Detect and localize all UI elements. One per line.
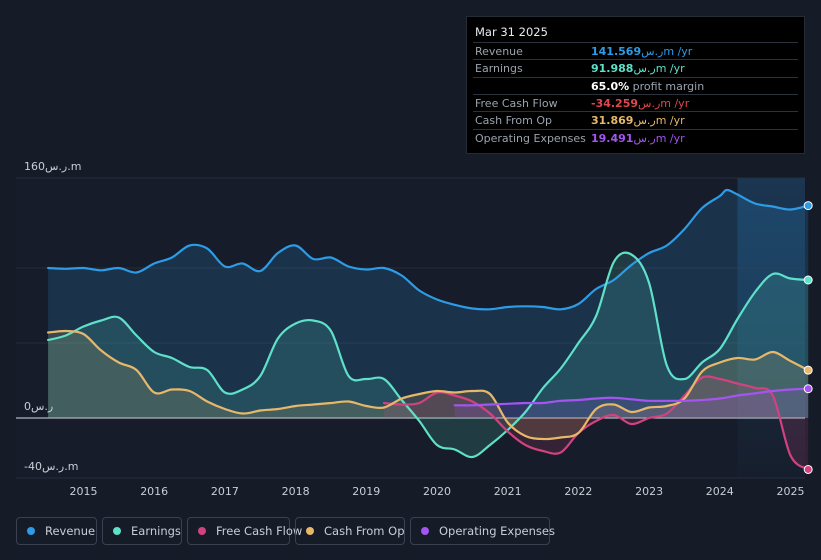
series-end-dots: [803, 201, 813, 474]
plot-background: [16, 178, 805, 478]
earnings-end-dot: [803, 275, 813, 285]
tooltip-row-value: 141.569ر.سm /yr: [591, 45, 692, 58]
x-tick-label: 2023: [635, 485, 663, 498]
tooltip-value-number: -34.259: [591, 96, 639, 110]
tooltip-value-suffix: profit margin: [629, 79, 705, 93]
series-lines: [47, 188, 810, 471]
x-tick-label: 2016: [140, 485, 168, 498]
x-tick-label: 2022: [564, 485, 592, 498]
x-tick-label: 2024: [706, 485, 734, 498]
y-axis-labels: 160ر.س.m 0ر.س -40ر.س.m: [24, 160, 81, 473]
operating-expenses-area: [454, 388, 809, 418]
legend-dot-icon: [27, 527, 35, 535]
tooltip-value-number: 141.569: [591, 45, 642, 58]
forecast-highlight: [737, 178, 805, 478]
tooltip-value-suffix: m /yr: [655, 62, 685, 76]
tooltip-value-currency: ر.س: [641, 45, 664, 58]
x-tick-label: 2019: [352, 485, 380, 498]
y-tick-label: -40ر.س.m: [24, 460, 78, 473]
legend-dot-icon: [113, 527, 121, 535]
tooltip-row: Revenue 141.569ر.سm /yr: [473, 42, 798, 60]
tooltip-value-number: 65.0%: [591, 79, 630, 93]
tooltip-value-number: 91.988: [591, 62, 634, 76]
operating-expenses-line: [453, 387, 810, 407]
legend-item-earnings[interactable]: Earnings: [102, 517, 182, 545]
legend-item-operating-expenses[interactable]: Operating Expenses: [410, 517, 555, 545]
legend-item-revenue[interactable]: Revenue: [16, 517, 97, 545]
tooltip-value-suffix: m /yr: [655, 114, 685, 128]
tooltip-value-currency: ر.س: [638, 96, 661, 110]
cash-from-op-end-dot: [803, 365, 813, 375]
revenue-line: [47, 188, 810, 311]
tooltip-value-number: 19.491: [591, 131, 634, 145]
tooltip-row-value: 91.988ر.سm /yr: [591, 62, 685, 75]
legend-label: Free Cash Flow: [216, 524, 303, 538]
tooltip-row: 65.0% profit margin: [473, 76, 798, 95]
tooltip-row-value: 31.869ر.سm /yr: [591, 114, 685, 127]
legend-dot-icon: [198, 527, 206, 535]
legend-label: Cash From Op: [324, 524, 405, 538]
cash-from-op-area: [48, 330, 809, 440]
tooltip-row-label: Earnings: [475, 62, 523, 76]
tooltip-row-value: 65.0% profit margin: [591, 80, 704, 93]
tooltip-row-label: Operating Expenses: [475, 131, 586, 145]
tooltip-row: Earnings 91.988ر.سm /yr: [473, 59, 798, 77]
legend-dot-icon: [421, 527, 429, 535]
tooltip-row-label: Revenue: [475, 45, 523, 58]
tooltip-value-currency: ر.س: [633, 62, 656, 76]
x-tick-label: 2021: [494, 485, 522, 498]
tooltip-row: Free Cash Flow -34.259ر.سm /yr: [473, 93, 798, 112]
legend-item-free-cash-flow[interactable]: Free Cash Flow: [187, 517, 302, 545]
legend-label: Revenue: [45, 524, 96, 538]
legend-label: Operating Expenses: [439, 524, 555, 538]
tooltip-value-suffix: m /yr: [663, 45, 693, 58]
tooltip-value-currency: ر.س: [633, 131, 656, 145]
x-tick-label: 2015: [70, 485, 98, 498]
x-tick-label: 2017: [211, 485, 239, 498]
tooltip-row-value: -34.259ر.سm /yr: [591, 97, 689, 110]
data-tooltip: Mar 31 2025 Revenue 141.569ر.سm /yr Earnin…: [466, 16, 805, 154]
legend-dot-icon: [306, 527, 314, 535]
free-cash-flow-line: [382, 375, 810, 471]
x-tick-label: 2020: [423, 485, 451, 498]
tooltip-date: Mar 31 2025: [475, 25, 548, 39]
revenue-area: [48, 189, 809, 418]
tooltip-row: Cash From Op 31.869ر.سm /yr: [473, 111, 798, 129]
y-tick-label: 160ر.س.m: [24, 160, 81, 173]
x-tick-label: 2018: [282, 485, 310, 498]
tooltip-value-number: 31.869: [591, 114, 634, 128]
tooltip-row-label: Free Cash Flow: [475, 96, 558, 110]
tooltip-value-suffix: m /yr: [660, 96, 690, 110]
earnings-line: [47, 251, 810, 459]
x-axis-labels: 2015 2016 2017 2018 2019 2020 2021 2022 2023 2024…: [70, 485, 805, 498]
tooltip-row: Operating Expenses 19.491ر.سm /yr: [473, 128, 798, 147]
y-tick-label: 0ر.س: [24, 400, 53, 413]
tooltip-row-value: 19.491ر.سm /yr: [591, 132, 685, 145]
tooltip-value-currency: ر.س: [633, 114, 656, 128]
legend-item-cash-from-op[interactable]: Cash From Op: [295, 517, 405, 545]
operating-expenses-end-dot: [803, 384, 813, 394]
legend-label: Earnings: [131, 524, 181, 538]
tooltip-value-suffix: m /yr: [655, 131, 685, 145]
x-tick-label: 2025: [777, 485, 805, 498]
gridlines: [16, 177, 805, 479]
revenue-end-dot: [803, 201, 813, 211]
free-cash-flow-end-dot: [803, 464, 813, 474]
tooltip-row-label: Cash From Op: [475, 114, 553, 128]
